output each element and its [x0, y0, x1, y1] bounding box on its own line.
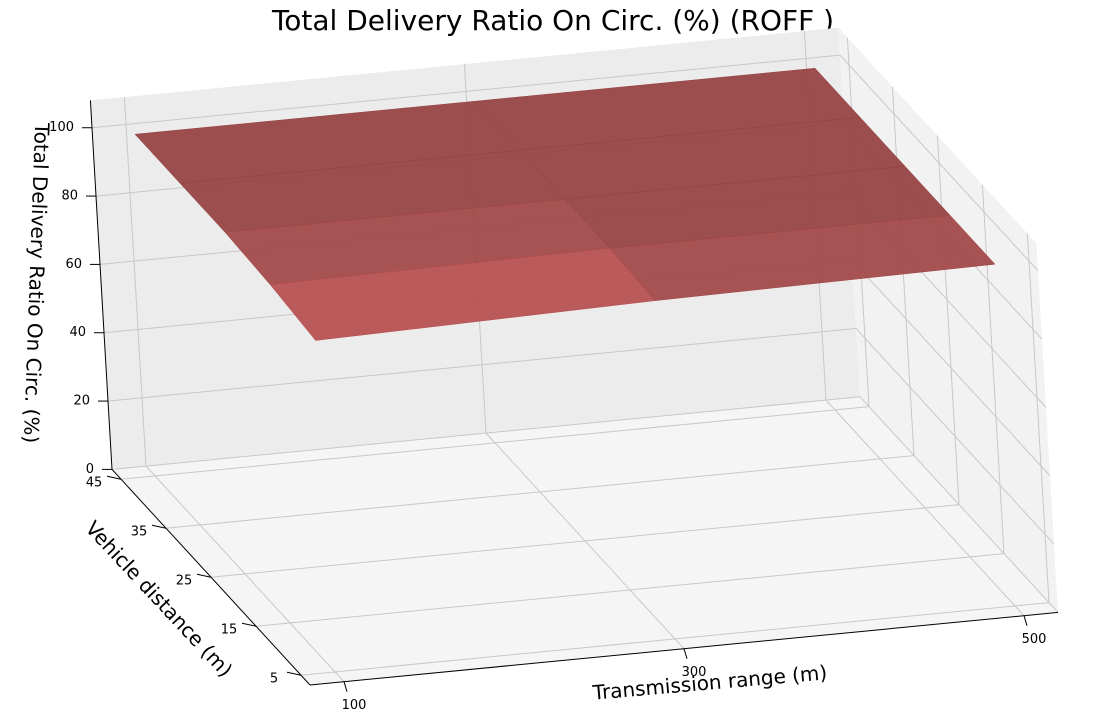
z-axis-line: [89, 100, 113, 470]
grid-line: [1026, 233, 1050, 603]
z-tick-label: 20: [73, 394, 90, 409]
x-tick-label: 100: [342, 698, 367, 713]
grid-line: [120, 406, 870, 480]
y-tick-label: 15: [221, 623, 238, 638]
grid-line: [111, 396, 861, 470]
grid-line: [165, 455, 915, 529]
z-tick-label: 40: [69, 325, 86, 340]
x-axis-label: Transmission range (m): [591, 660, 828, 704]
grid-line: [210, 504, 960, 578]
grid-line: [859, 396, 1059, 613]
surface-patch: [609, 214, 996, 301]
y-tick-label: 5: [270, 672, 278, 687]
tick-mark: [286, 671, 302, 676]
x-tick-label: 500: [1022, 632, 1047, 647]
y-tick-label: 45: [86, 476, 103, 491]
x-axis-line: [309, 611, 1059, 686]
tick-mark: [106, 475, 122, 480]
grid-line: [300, 602, 1050, 676]
y-tick-label: 35: [131, 525, 148, 540]
grid-line: [91, 54, 841, 129]
tick-mark: [151, 524, 167, 529]
tick-mark: [343, 681, 348, 692]
grid-line: [981, 184, 1005, 554]
z-tick-label: 0: [86, 462, 94, 477]
chart-title: Total Delivery Ratio On Circ. (%) (ROFF …: [271, 4, 834, 37]
grid-line: [123, 97, 147, 467]
z-tick-label: 60: [65, 257, 82, 272]
z-axis-label: Total Delivery Ratio On Circ. (%): [19, 121, 54, 443]
grid-line: [936, 135, 960, 505]
grid-line: [255, 553, 1005, 627]
grid-line: [855, 328, 1055, 545]
tick-mark: [1023, 615, 1028, 626]
grid-line: [839, 54, 1039, 272]
tick-mark: [196, 573, 212, 578]
x-tick-label: 300: [682, 665, 707, 680]
grid-line: [851, 259, 1051, 477]
y-axis-line: [111, 469, 311, 686]
tick-mark: [241, 622, 257, 627]
tick-mark: [683, 648, 688, 659]
y-tick-label: 25: [176, 574, 193, 589]
z-tick-label: 100: [49, 120, 74, 135]
grid-line: [107, 327, 857, 402]
z-tick-label: 80: [61, 189, 78, 204]
